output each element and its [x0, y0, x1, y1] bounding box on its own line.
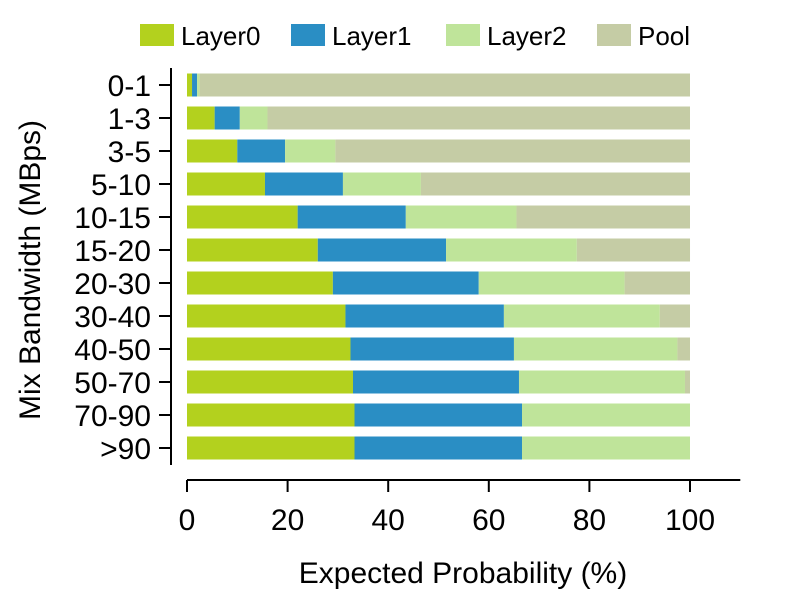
x-axis: 0 20 40 60 80 100 [179, 479, 741, 537]
y-tick-label: 15-20 [74, 235, 151, 268]
bar-layer2-2 [285, 139, 336, 163]
bar-pool-0 [199, 73, 690, 97]
bar-layer2-6 [478, 271, 625, 295]
y-tick-label: 0-1 [108, 70, 151, 103]
bar-layer0-1 [187, 106, 215, 130]
bar-layer0-8 [187, 337, 351, 361]
x-tick-label: 60 [472, 504, 505, 537]
bar-layer2-9 [518, 370, 685, 394]
bar-layer2-10 [522, 403, 690, 427]
y-tick-label: >90 [100, 433, 151, 466]
x-tick-label: 80 [573, 504, 606, 537]
bar-pool-9 [684, 370, 690, 394]
bar-layer0-11 [187, 436, 355, 460]
bar-layer2-4 [405, 205, 517, 229]
bar-layer2-3 [342, 172, 421, 196]
y-tick-label: 3-5 [108, 136, 151, 169]
x-tick-label: 40 [372, 504, 405, 537]
y-tick-label: 30-40 [74, 301, 151, 334]
y-axis-title: Mix Bandwidth (MBps) [14, 120, 47, 420]
bar-layer2-8 [513, 337, 678, 361]
legend-swatch-layer1 [291, 24, 325, 46]
bar-layer2-5 [446, 238, 577, 262]
bar-layer1-7 [345, 304, 504, 328]
bar-layer0-3 [187, 172, 265, 196]
bar-pool-5 [576, 238, 691, 262]
x-tick-label: 0 [179, 504, 196, 537]
legend-label-layer2: Layer2 [487, 21, 567, 51]
bar-layer2-0 [197, 73, 200, 97]
bar-layer1-11 [354, 436, 522, 460]
bar-layer1-3 [264, 172, 343, 196]
legend: Layer0 Layer1 Layer2 Pool [140, 21, 690, 51]
bar-layer2-7 [503, 304, 660, 328]
bar-pool-1 [267, 106, 690, 130]
bar-layer0-5 [187, 238, 318, 262]
bar-layer2-11 [522, 436, 690, 460]
x-axis-title: Expected Probability (%) [299, 557, 627, 590]
bar-layer0-4 [187, 205, 298, 229]
bar-layer1-0 [192, 73, 198, 97]
bar-pool-6 [624, 271, 690, 295]
bar-layer0-9 [187, 370, 353, 394]
bar-layer1-8 [350, 337, 514, 361]
bar-layer0-6 [187, 271, 333, 295]
y-tick-label: 1-3 [108, 103, 151, 136]
legend-label-pool: Pool [638, 21, 690, 51]
bar-layer1-2 [237, 139, 286, 163]
legend-label-layer0: Layer0 [181, 21, 261, 51]
bar-layer1-1 [214, 106, 240, 130]
bar-pool-3 [420, 172, 690, 196]
bar-layer1-6 [332, 271, 479, 295]
bar-layer1-4 [297, 205, 406, 229]
y-tick-label: 40-50 [74, 334, 151, 367]
bar-pool-8 [677, 337, 690, 361]
bar-pool-4 [516, 205, 690, 229]
legend-swatch-layer0 [140, 24, 174, 46]
bar-pool-2 [335, 139, 690, 163]
bars-group [187, 73, 691, 460]
y-tick-label: 70-90 [74, 400, 151, 433]
bar-layer1-10 [354, 403, 522, 427]
bar-layer1-5 [317, 238, 447, 262]
bar-layer1-9 [352, 370, 519, 394]
y-tick-label: 50-70 [74, 367, 151, 400]
legend-swatch-layer2 [446, 24, 480, 46]
y-axis: 0-11-33-55-1010-1515-2020-3030-4040-5050… [74, 68, 172, 466]
x-tick-label: 100 [665, 504, 715, 537]
bar-layer2-1 [239, 106, 268, 130]
legend-swatch-pool [597, 24, 631, 46]
bar-layer0-0 [187, 73, 193, 97]
legend-label-layer1: Layer1 [332, 21, 412, 51]
y-tick-label: 20-30 [74, 268, 151, 301]
bar-pool-7 [659, 304, 690, 328]
y-tick-label: 5-10 [91, 169, 151, 202]
bar-layer0-2 [187, 139, 238, 163]
bar-layer0-10 [187, 403, 355, 427]
y-tick-label: 10-15 [74, 202, 151, 235]
x-tick-label: 20 [271, 504, 304, 537]
bar-layer0-7 [187, 304, 346, 328]
